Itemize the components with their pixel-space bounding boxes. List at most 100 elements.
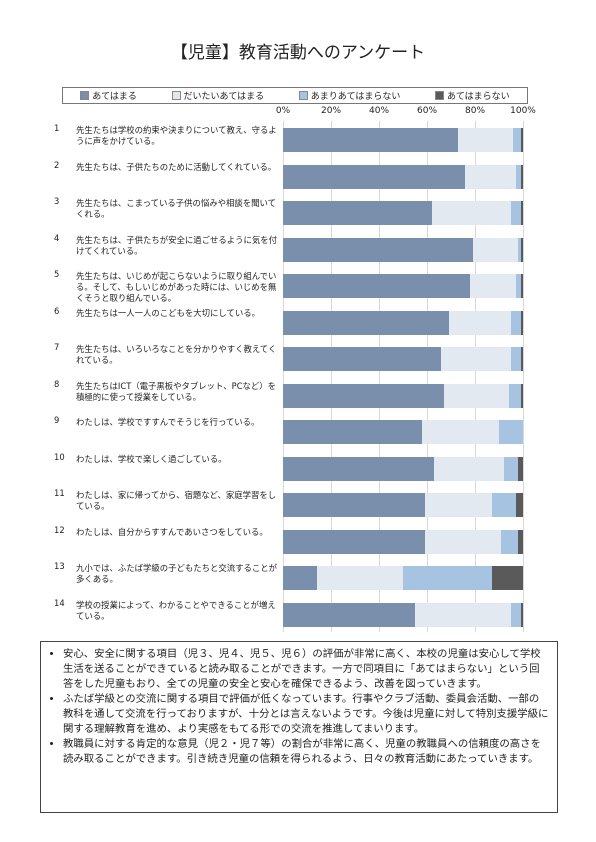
x-tick-label: 100% [510,106,536,116]
row-number: 5 [54,269,60,279]
notes-list: 安心、安全に関する項目（児３、児４、児５、児６）の評価が非常に高く、本校の児童は… [49,647,549,767]
bar [472,237,519,262]
bar [283,456,435,481]
bar [283,310,449,335]
legend-item: だいたいあてはまる [171,89,264,102]
bar [520,164,523,189]
category-label: 先生たちは一人一人のこどもを大切にしている。 [76,307,260,318]
category-label: 先生たちは、子供たちのために活動してくれている。 [76,161,277,172]
category-label: 先生たちは、子供たちが安全に過ごせるように気を付けてくれている。 [76,234,277,256]
category-label: 学校の授業によって、わかることやできることが増えている。 [76,599,276,621]
bar [491,566,523,590]
bar [283,128,459,152]
row-number: 9 [54,415,60,425]
bar [431,201,511,225]
category-label: 先生たちは、いろいろなことを分かりやすく教えてくれている。 [76,344,277,365]
row-number: 1 [54,123,60,133]
legend-label: あまりあてはまらない [310,92,401,102]
bar [520,383,523,408]
bar [511,602,521,627]
row-number: 6 [54,305,60,316]
bar [283,347,442,371]
category-label: 九小では、ふたば学級の子どもたちと交流することが多くある。 [76,563,277,584]
bar [441,347,511,371]
note-item: 教職員に対する肯定的な意見（児２・児７等）の割合が非常に高く、児童の教職員への信… [63,737,549,767]
bar [465,164,516,189]
bar [283,237,473,262]
legend-swatch [171,91,181,100]
x-tick-label: 80% [464,106,486,116]
bar [515,164,521,189]
category-label: 先生たちは、こまっている子供の悩みや相談を聞いてくれる。 [76,198,276,219]
row-number: 4 [54,232,60,243]
bar [458,128,514,152]
row-number: 12 [54,524,65,535]
bar [520,274,523,298]
note-item: 安心、安全に関する項目（児３、児４、児５、児６）の評価が非常に高く、本校の児童は… [63,647,549,692]
legend-label: あてはまる [92,92,137,102]
legend-label: あてはまらない [447,92,510,102]
row-number: 8 [54,378,60,389]
row-number: 10 [54,451,65,462]
bar [508,383,521,408]
category-label: 先生たちは学校の約束や決まりについて教え、守るように声をかけている。 [76,125,277,146]
bar [511,201,521,225]
bar [283,274,471,298]
x-tick-label: 20% [320,106,342,116]
bar [283,529,425,554]
bar [513,128,521,152]
x-tick-label: 0% [275,106,291,116]
bar [470,274,516,298]
grid-line [331,121,332,632]
legend-swatch [298,91,308,100]
category-label: わたしは、学校で楽しく過ごしている。 [76,453,227,464]
grid-line [523,121,524,632]
bar [501,529,519,554]
bar [283,566,317,590]
legend-swatch [435,91,445,100]
bar [520,347,523,371]
legend-item: あてはまらない [435,89,510,102]
bar [283,201,432,225]
row-number: 13 [54,561,65,571]
bar [283,420,423,444]
bar [422,420,499,444]
bar [434,456,504,481]
row-number: 14 [54,597,65,608]
bar [503,456,519,481]
bar [448,310,511,335]
bar [283,602,415,627]
bar [283,164,466,189]
row-number: 3 [54,196,60,206]
legend-item: あまりあてはまらない [298,89,401,102]
bar [520,201,523,225]
bar [520,237,523,262]
x-tick-label: 40% [368,106,390,116]
bar [511,347,521,371]
bar [520,128,523,152]
bar [415,602,511,627]
row-number: 11 [54,488,65,498]
bar [520,602,523,627]
bar [443,383,509,408]
category-label: 先生たちはICT（電子黒板やタブレット、PCなど）を積極的に使って授業をしている… [76,380,277,402]
category-label: わたしは、家に帰ってから、宿題など、家庭学習をしている。 [76,490,277,511]
bar [499,420,523,444]
legend-swatch [80,91,90,100]
grid-line [427,121,428,632]
bar [424,529,502,554]
bar [316,566,403,590]
bar [283,493,425,517]
legend: あてはまる だいたいあてはまる あまりあてはまらない あてはまらない [62,87,528,104]
bar [515,493,523,517]
grid-line [379,121,380,632]
bar [424,493,492,517]
bar [515,274,521,298]
bar [511,310,521,335]
chart-title: 【児童】教育活動へのアンケート [170,43,426,63]
category-label: わたしは、学校ですすんでそうじを行っている。 [76,417,260,427]
grid-line [283,121,284,632]
note-item: ふたば学級との交流に関する項目で評価が低くなっています。行事やクラブ活動、委員会… [63,692,549,737]
bar [518,529,523,554]
